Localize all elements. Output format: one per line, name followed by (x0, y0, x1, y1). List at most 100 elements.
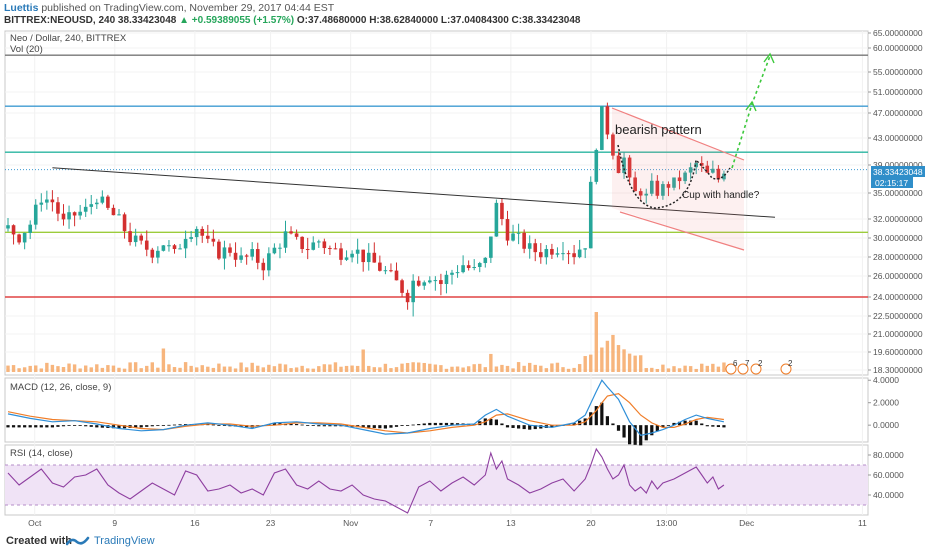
volume-bar (411, 362, 415, 372)
y-tick-label: 32.00000000 (873, 214, 923, 224)
volume-bar (500, 364, 504, 372)
price-change: +0.59389055 (+1.57%) (191, 15, 295, 26)
macd-histogram-bar (272, 422, 276, 426)
macd-histogram-bar (689, 420, 693, 426)
volume-bar (461, 367, 465, 372)
volume-bar (172, 367, 177, 372)
candle-body (511, 233, 515, 241)
publish-info: published on TradingView.com, November 2… (41, 2, 335, 14)
volume-bar (539, 365, 543, 372)
volume-bar (428, 363, 432, 372)
volume-bar (516, 362, 521, 372)
macd-histogram-bar (28, 425, 32, 428)
candle-body (366, 252, 371, 263)
candle-body (400, 280, 404, 293)
volume-bar (389, 368, 393, 372)
macd-histogram-bar (694, 420, 698, 426)
x-tick-label: 16 (190, 518, 200, 528)
volume-bar (294, 367, 299, 372)
volume-panel-title: Vol (20) (10, 44, 43, 55)
candle-body (217, 241, 221, 259)
volume-bar (350, 365, 354, 372)
macd-histogram-bar (672, 422, 676, 426)
macd-histogram-bar (122, 425, 127, 429)
candle-body (705, 165, 710, 173)
macd-histogram-bar (100, 425, 104, 428)
candle-body (583, 248, 587, 250)
y-tick-label: 19.60000000 (873, 347, 923, 357)
symbol-label: BITTREX:NEOUSD, 240 (4, 15, 116, 26)
candle-body (655, 180, 660, 196)
candle-body (611, 134, 615, 156)
candle-body (161, 245, 166, 251)
macd-histogram-bar (45, 425, 49, 428)
macd-histogram-bar (589, 412, 593, 426)
macd-histogram-bar (300, 424, 304, 426)
macd-histogram-bar (117, 425, 121, 429)
macd-histogram-bar (150, 425, 154, 427)
macd-histogram-bar (616, 425, 621, 431)
macd-histogram-bar (666, 425, 671, 426)
x-tick-label: 13 (506, 518, 516, 528)
projection-arrow-icon (745, 100, 757, 112)
volume-bar (661, 364, 665, 372)
main-panel-title: Neo / Dollar, 240, BITTREX (10, 33, 127, 44)
bearish-channel-fill (612, 108, 744, 250)
volume-bar (422, 362, 426, 372)
volume-bar (183, 362, 188, 372)
candle-body (711, 168, 715, 173)
cup-handle-curve (617, 144, 731, 209)
author-name[interactable]: Luettis (4, 2, 39, 14)
candle-body (45, 199, 49, 203)
candle-body (283, 231, 288, 248)
macd-histogram-bar (722, 425, 726, 428)
candle-body (111, 207, 116, 216)
volume-bar (17, 368, 21, 372)
y-tick-label: 28.00000000 (873, 252, 923, 262)
candle-body (494, 202, 499, 237)
candle-body (250, 249, 254, 257)
candle-body (100, 196, 105, 203)
y-tick-label: 47.00000000 (873, 108, 923, 118)
volume-bar (11, 365, 16, 372)
macd-histogram-bar (422, 423, 426, 426)
volume-bar (84, 365, 88, 372)
macd-histogram-bar (167, 424, 171, 426)
macd-histogram-bar (39, 425, 43, 428)
macd-histogram-bar (450, 422, 454, 426)
projection-arrow-icon (763, 52, 775, 64)
volume-bar (722, 362, 726, 372)
candle-body (311, 242, 316, 250)
candle-body (17, 234, 21, 243)
candle-body (261, 262, 266, 271)
volume-bar (511, 368, 515, 372)
macd-histogram-bar (650, 425, 654, 436)
candle-body (605, 106, 610, 135)
main-pane (4, 30, 869, 376)
candle-body (117, 214, 121, 216)
candle-body (433, 280, 438, 282)
last-price: 38.33423048 (117, 15, 177, 26)
volume-bar (117, 367, 121, 372)
candle-body (411, 280, 415, 303)
tradingview-brand[interactable]: TradingView (94, 535, 155, 547)
candle-body (106, 196, 110, 208)
candle-body (156, 250, 160, 258)
candle-body (244, 255, 249, 257)
volume-bar (72, 364, 77, 372)
event-flag-icon (725, 363, 737, 375)
macd-histogram-bar (134, 425, 138, 428)
candle-body (677, 177, 682, 182)
macd-histogram-bar (95, 425, 99, 428)
candle-body (638, 191, 643, 196)
macd-histogram-bar (378, 425, 382, 429)
y-tick-label: 30.00000000 (873, 233, 923, 243)
candle-body (683, 172, 687, 182)
macd-histogram-bar (217, 425, 221, 426)
macd-histogram-bar (73, 425, 77, 426)
chart-header: Luettis published on TradingView.com, No… (0, 0, 932, 30)
x-tick-label: 23 (266, 518, 276, 528)
volume-bar (306, 368, 310, 372)
macd-histogram-bar (389, 425, 393, 428)
